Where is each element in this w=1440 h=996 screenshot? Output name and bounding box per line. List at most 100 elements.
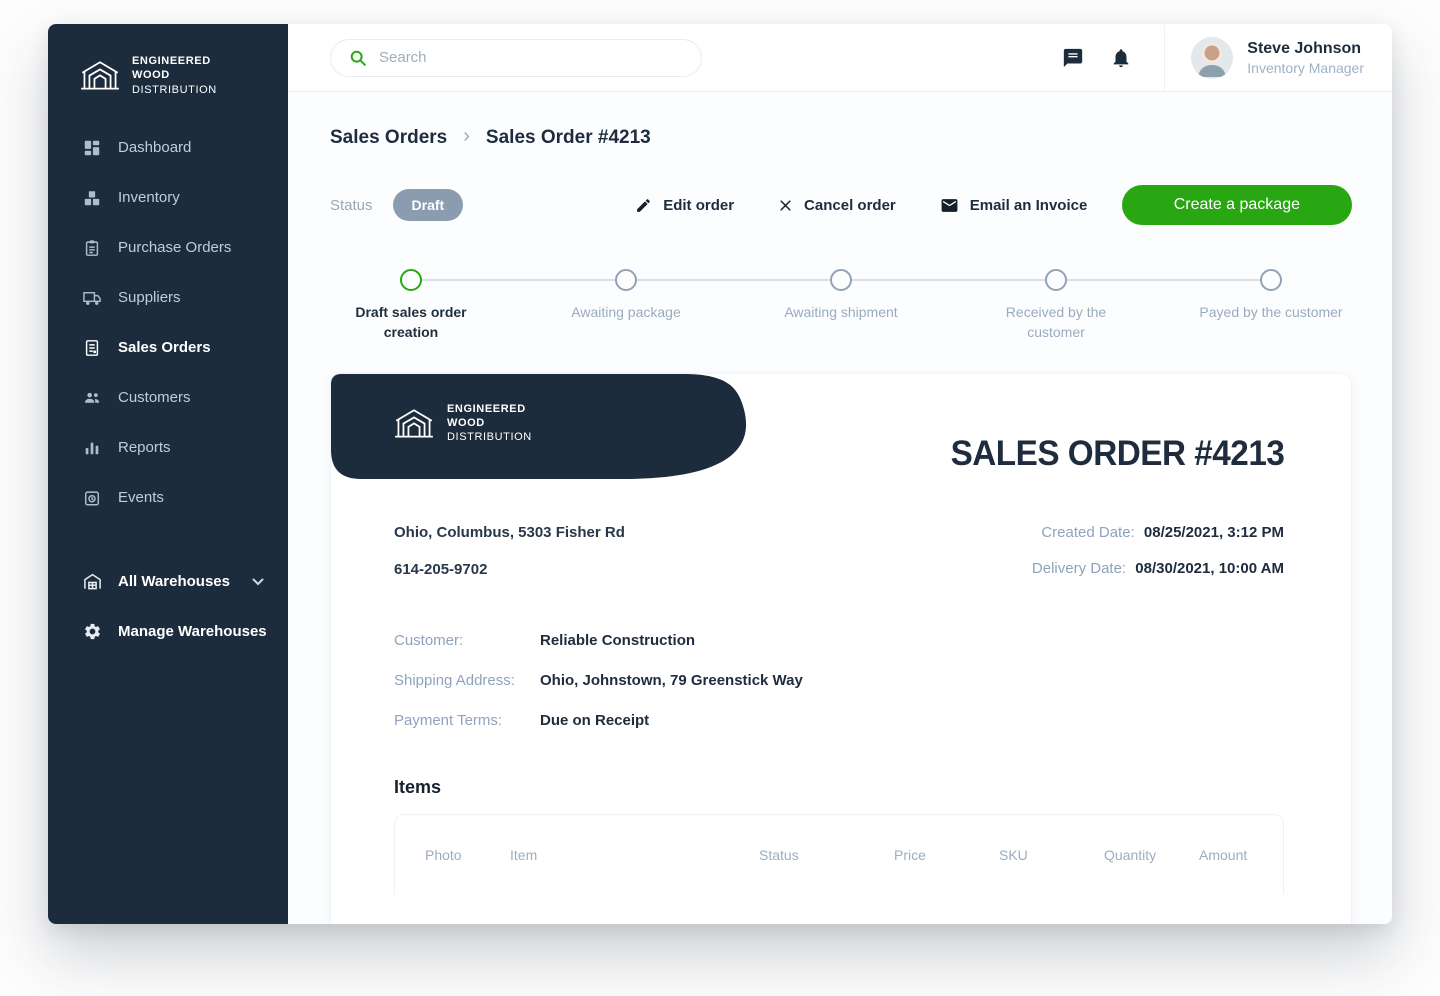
brand-logo[interactable]: ENGINEERED WOOD DISTRIBUTION	[48, 46, 288, 123]
user-menu[interactable]: Steve Johnson Inventory Manager	[1191, 36, 1364, 79]
bell-icon[interactable]	[1108, 45, 1134, 71]
items-table: Photo Item Status Price SKU Quantity Amo…	[394, 813, 1284, 894]
company-contact-block: Ohio, Columbus, 5303 Fisher Rd 614-205-9…	[394, 524, 625, 578]
sidebar-item-dashboard[interactable]: Dashboard	[48, 123, 288, 173]
user-name: Steve Johnson	[1247, 40, 1362, 58]
manage-warehouses-button[interactable]: Manage Warehouses	[48, 607, 288, 657]
sidebar-item-label: Inventory	[118, 189, 180, 207]
edit-order-button[interactable]: Edit order	[635, 197, 734, 214]
step-draft-creation: Draft sales order creation	[336, 269, 486, 343]
step-label: Draft sales order creation	[355, 304, 467, 341]
items-table-header: Photo Item Status Price SKU Quantity Amo…	[395, 815, 1283, 863]
step-received-by-customer: Received by the customer	[981, 269, 1131, 343]
sidebar-item-label: Sales Orders	[118, 339, 211, 357]
search-input[interactable]	[379, 49, 683, 66]
chat-icon[interactable]	[1060, 45, 1086, 71]
sidebar-item-customers[interactable]: Customers	[48, 373, 288, 423]
delivery-date-value: 08/30/2021, 10:00 AM	[1135, 559, 1284, 577]
suppliers-icon	[82, 288, 102, 308]
document-brand-name: ENGINEERED WOOD DISTRIBUTION	[447, 402, 532, 444]
step-circle	[830, 269, 852, 291]
brand-line1: ENGINEERED	[132, 55, 211, 67]
step-label: Awaiting shipment	[784, 304, 898, 320]
column-sku: SKU	[999, 846, 1028, 863]
user-role: Inventory Manager	[1247, 59, 1364, 76]
created-date-label: Created Date:	[1041, 523, 1135, 541]
document-title: SALES ORDER #4213	[950, 433, 1284, 473]
gear-icon	[82, 622, 102, 642]
cancel-order-button[interactable]: Cancel order	[778, 197, 896, 214]
create-package-button[interactable]: Create a package	[1121, 185, 1352, 225]
search-bar	[330, 38, 702, 77]
reports-icon	[82, 438, 102, 458]
step-circle	[1045, 269, 1067, 291]
document-header-shape	[331, 373, 747, 479]
sidebar-item-inventory[interactable]: Inventory	[48, 173, 288, 223]
sidebar: ENGINEERED WOOD DISTRIBUTION Dashboard I…	[48, 24, 288, 924]
step-label: Received by the customer	[1005, 304, 1107, 341]
pencil-icon	[637, 198, 651, 212]
sidebar-item-purchase-orders[interactable]: Purchase Orders	[48, 223, 288, 273]
sidebar-item-label: Reports	[118, 439, 171, 457]
warehouse-logo-icon	[81, 61, 119, 90]
topbar: Steve Johnson Inventory Manager	[288, 24, 1392, 92]
sales-orders-icon	[82, 338, 102, 358]
brand-line3: DISTRIBUTION	[132, 83, 217, 96]
sidebar-item-sales-orders[interactable]: Sales Orders	[48, 323, 288, 373]
step-circle	[615, 269, 637, 291]
sidebar-item-reports[interactable]: Reports	[48, 423, 288, 473]
sidebar-warehouse-section: All Warehouses Manage Warehouses	[48, 557, 288, 657]
sidebar-item-suppliers[interactable]: Suppliers	[48, 273, 288, 323]
column-amount: Amount	[1199, 846, 1248, 863]
document-dates: Created Date: 08/25/2021, 3:12 PM Delive…	[1032, 524, 1284, 578]
column-price: Price	[894, 846, 926, 863]
warehouse-selector[interactable]: All Warehouses	[48, 557, 288, 607]
search-icon	[350, 50, 366, 66]
status-badge: Draft	[392, 189, 464, 221]
manage-warehouses-label: Manage Warehouses	[118, 623, 267, 641]
step-circle	[1260, 269, 1282, 291]
edit-order-label: Edit order	[663, 196, 735, 214]
document-brand: ENGINEERED WOOD DISTRIBUTION	[394, 402, 532, 445]
page-title: Sales Order #4213	[485, 126, 651, 148]
sidebar-nav: Dashboard Inventory Purchase Orders Supp…	[48, 123, 288, 523]
app-window: ENGINEERED WOOD DISTRIBUTION Dashboard I…	[48, 24, 1392, 924]
column-item: Item	[510, 846, 538, 863]
payment-terms-label: Payment Terms:	[394, 711, 503, 729]
customer-label: Customer:	[394, 631, 464, 649]
breadcrumb-sales-orders[interactable]: Sales Orders	[330, 126, 448, 148]
warehouse-selector-label: All Warehouses	[118, 573, 230, 591]
sales-order-document: ENGINEERED WOOD DISTRIBUTION SALES ORDER…	[330, 372, 1352, 924]
events-icon	[82, 488, 102, 508]
step-payed-by-customer: Payed by the customer	[1196, 269, 1346, 343]
customer-field: Customer: Reliable Construction	[394, 632, 1284, 649]
company-phone: 614-205-9702	[394, 560, 488, 578]
column-quantity: Quantity	[1104, 846, 1157, 863]
delivery-date-label: Delivery Date:	[1031, 559, 1127, 577]
page-content: Sales Orders › Sales Order #4213 Status …	[288, 92, 1392, 924]
shipping-address-field: Shipping Address: Ohio, Johnstown, 79 Gr…	[394, 672, 1284, 689]
inventory-icon	[82, 188, 102, 208]
shipping-address-label: Shipping Address:	[394, 671, 515, 689]
brand-name: ENGINEERED WOOD DISTRIBUTION	[132, 54, 217, 97]
payment-terms-value: Due on Receipt	[540, 711, 650, 729]
close-icon	[780, 199, 791, 211]
sidebar-item-label: Dashboard	[118, 139, 192, 157]
breadcrumb: Sales Orders › Sales Order #4213	[330, 125, 1352, 149]
warehouse-logo-icon	[395, 409, 433, 438]
cancel-order-label: Cancel order	[804, 196, 896, 214]
email-invoice-button[interactable]: Email an Invoice	[940, 196, 1087, 215]
created-date-value: 08/25/2021, 3:12 PM	[1143, 523, 1284, 541]
topbar-divider	[1164, 24, 1166, 91]
sidebar-item-label: Events	[118, 489, 164, 507]
status-label: Status	[330, 196, 373, 214]
brand-line2: WOOD	[132, 69, 170, 82]
payment-terms-field: Payment Terms: Due on Receipt	[394, 712, 1284, 729]
sidebar-item-label: Purchase Orders	[118, 239, 232, 257]
sidebar-item-events[interactable]: Events	[48, 473, 288, 523]
status-bar: Status Draft Edit order Cancel order Ema…	[330, 185, 1352, 225]
column-photo: Photo	[425, 846, 462, 863]
step-awaiting-package: Awaiting package	[551, 269, 701, 343]
order-progress-stepper: Draft sales order creation Awaiting pack…	[330, 269, 1352, 343]
dashboard-icon	[82, 138, 102, 158]
